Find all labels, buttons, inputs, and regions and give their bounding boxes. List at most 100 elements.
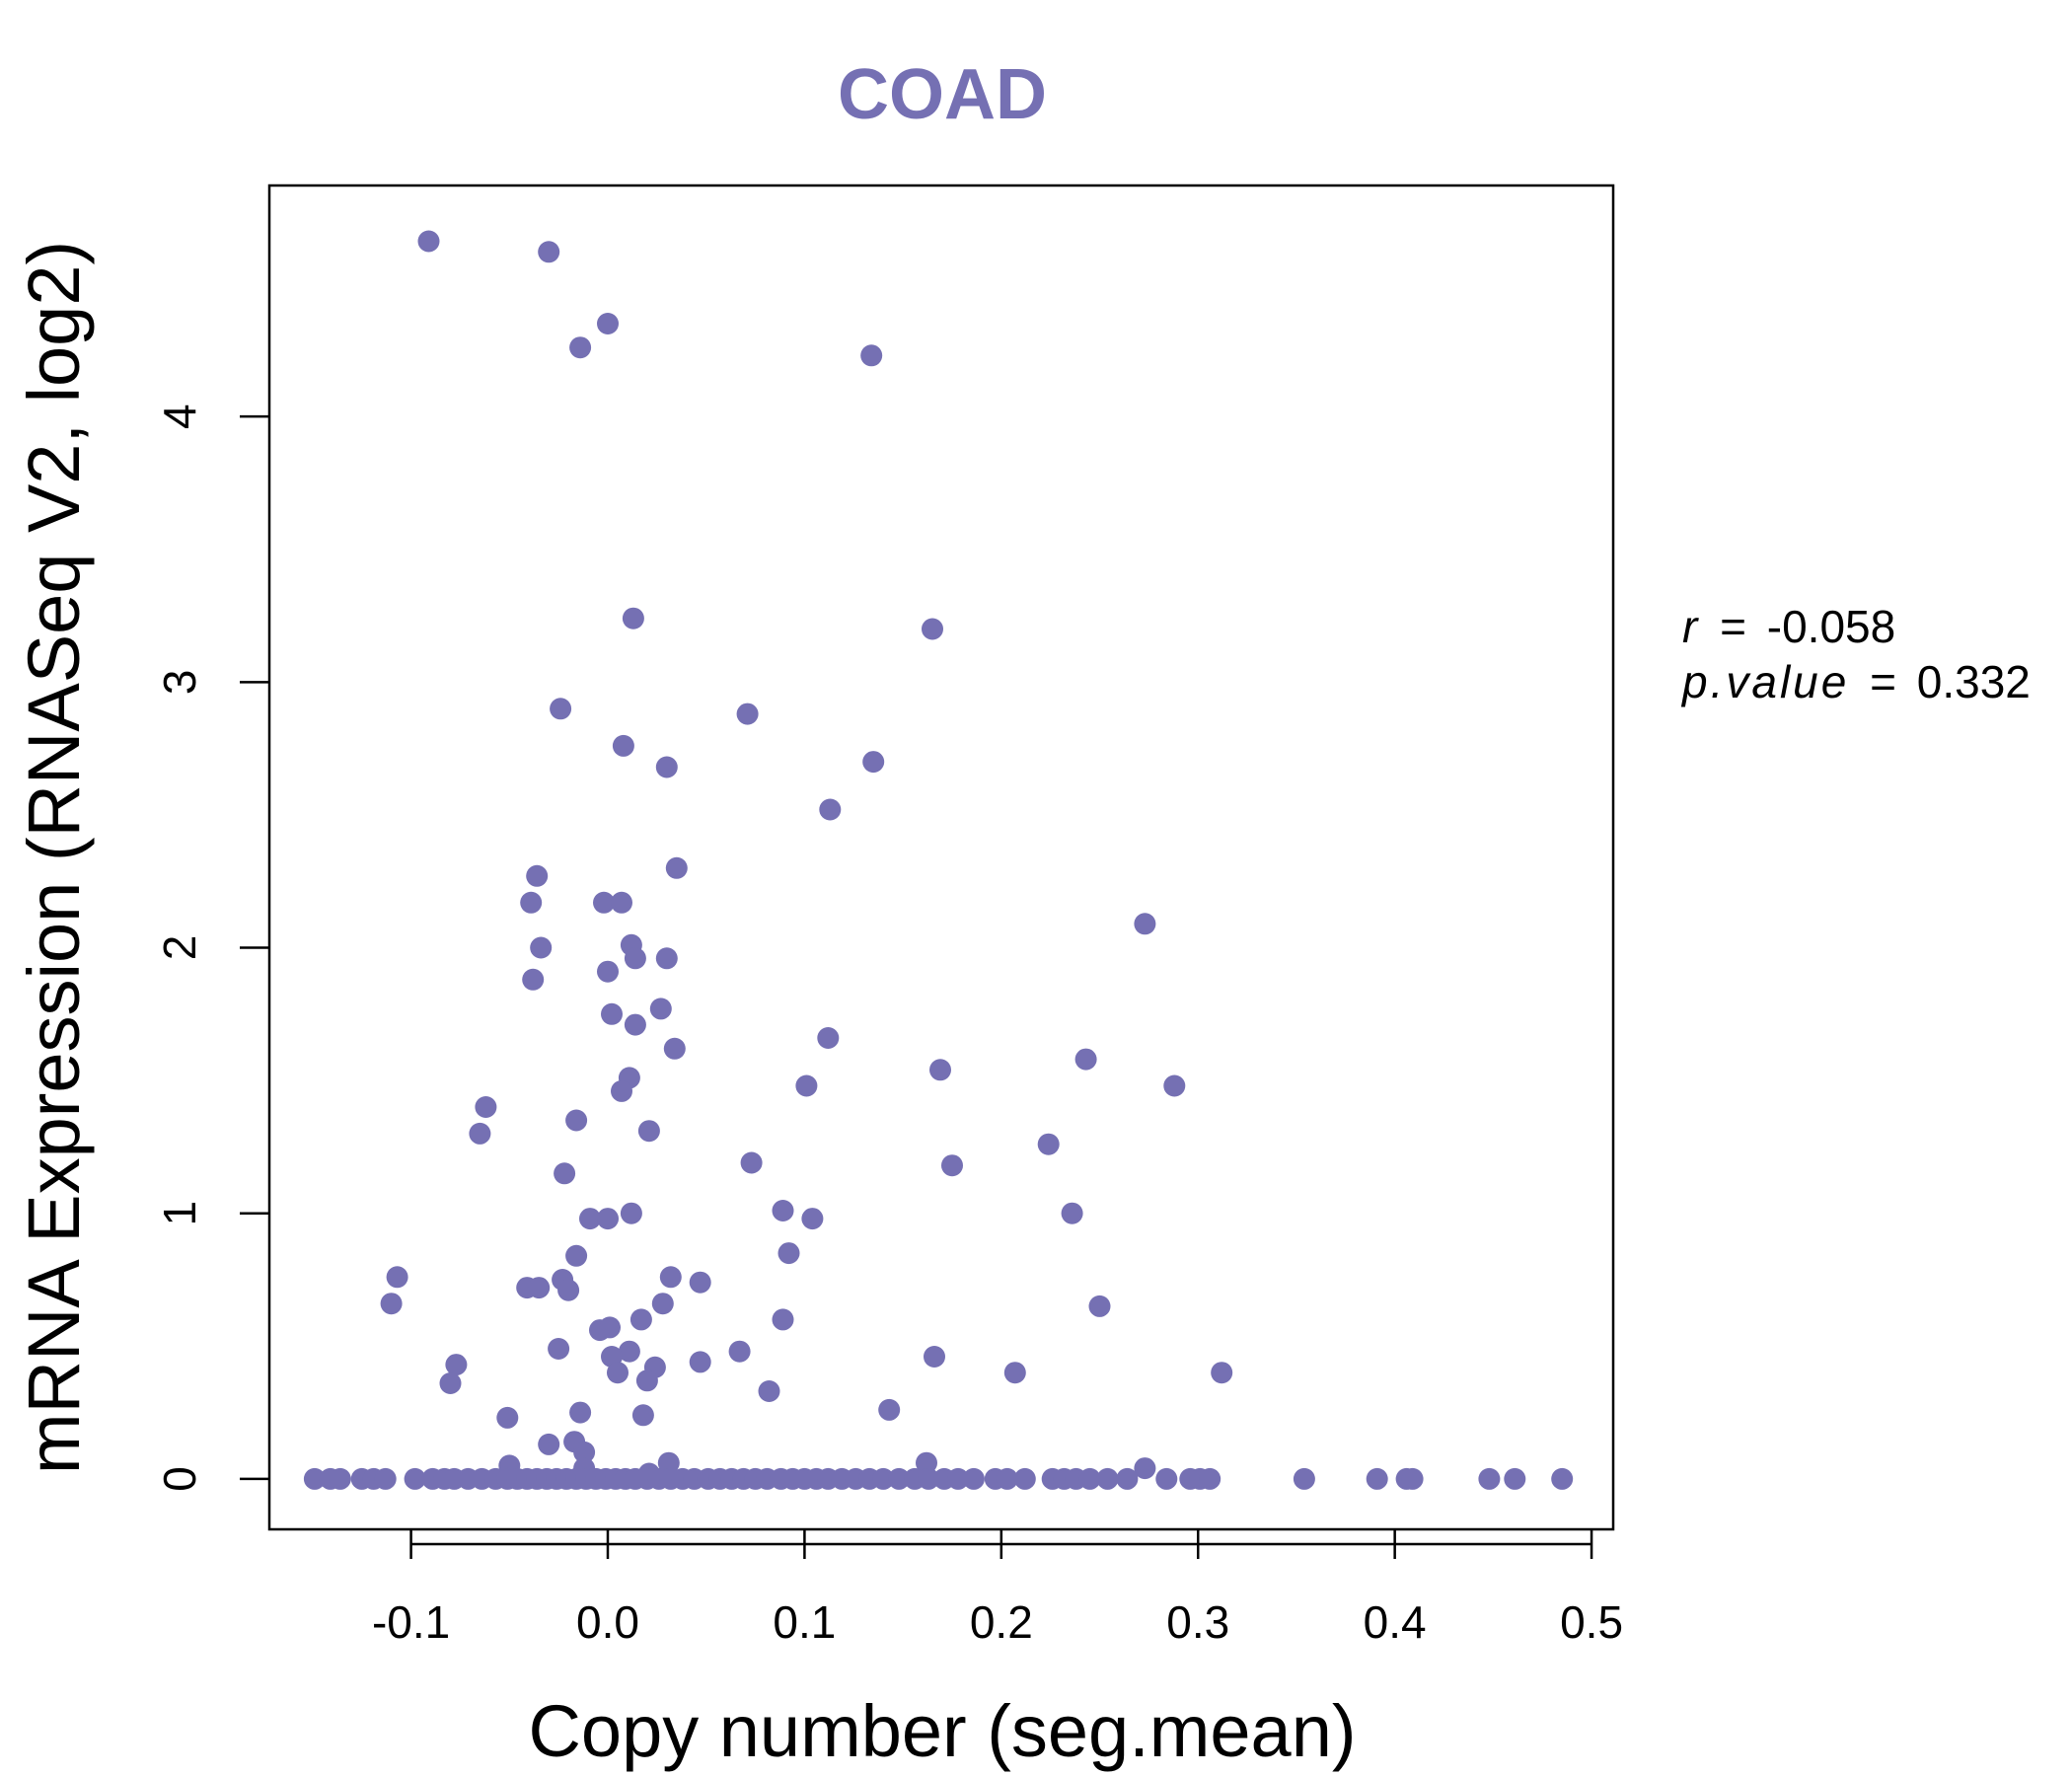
- data-point: [1074, 1048, 1097, 1071]
- data-point: [629, 1308, 652, 1331]
- data-point: [404, 1467, 426, 1490]
- data-point: [1088, 1295, 1111, 1317]
- r-value: -0.058: [1767, 601, 1895, 652]
- r-label: r: [1682, 601, 1699, 652]
- data-point: [817, 1027, 840, 1049]
- data-point: [929, 1059, 951, 1081]
- data-point: [1504, 1467, 1526, 1490]
- data-point: [657, 1451, 680, 1474]
- data-point: [878, 1398, 901, 1421]
- data-point: [663, 1037, 686, 1060]
- data-point: [772, 1308, 794, 1331]
- y-tick-label: 0: [154, 1466, 205, 1492]
- data-point: [1163, 1074, 1186, 1097]
- data-point: [795, 1074, 818, 1097]
- data-point: [569, 1401, 592, 1424]
- data-point: [528, 1277, 551, 1299]
- data-point: [522, 968, 545, 991]
- data-point: [469, 1122, 491, 1145]
- data-point: [445, 1354, 468, 1376]
- data-point: [651, 1293, 674, 1315]
- r-eq: =: [1720, 601, 1746, 652]
- y-tick-label: 4: [154, 404, 205, 429]
- data-point: [530, 936, 553, 959]
- data-point: [635, 1369, 658, 1392]
- data-point: [689, 1351, 711, 1373]
- x-tick-label: 0.4: [1364, 1596, 1427, 1648]
- data-point: [941, 1154, 963, 1177]
- data-point: [538, 1433, 560, 1455]
- correlation-stat: r = -0.058: [1682, 601, 1895, 652]
- data-point: [659, 1266, 682, 1289]
- data-point: [386, 1266, 408, 1289]
- pvalue-stat: p.value = 0.332: [1680, 656, 2031, 707]
- data-point: [1366, 1467, 1388, 1490]
- data-point: [819, 798, 842, 821]
- data-point: [538, 241, 560, 263]
- data-point: [665, 856, 688, 879]
- data-point: [579, 1208, 601, 1230]
- data-point: [1293, 1467, 1315, 1490]
- data-point: [1199, 1467, 1221, 1490]
- data-point: [637, 1120, 660, 1143]
- data-point: [924, 1346, 945, 1368]
- data-point: [607, 1362, 629, 1384]
- data-point: [631, 1404, 654, 1427]
- chart-title: COAD: [838, 55, 1047, 134]
- data-point: [922, 618, 943, 640]
- data-point: [1061, 1202, 1083, 1224]
- data-point: [569, 336, 592, 359]
- data-point: [996, 1467, 1018, 1490]
- data-point: [624, 1013, 646, 1036]
- data-point: [801, 1208, 824, 1230]
- data-point: [624, 947, 646, 970]
- x-axis: -0.1 0.0 0.1 0.2 0.3 0.4 0.5: [372, 1529, 1623, 1648]
- data-point: [618, 1340, 640, 1363]
- x-tick-label: 0.3: [1166, 1596, 1229, 1648]
- data-point: [565, 1109, 588, 1132]
- data-point: [1401, 1467, 1424, 1490]
- data-point: [548, 1338, 570, 1360]
- data-point: [1155, 1467, 1178, 1490]
- data-point: [1134, 1457, 1156, 1480]
- data-point: [303, 1467, 326, 1490]
- data-point: [439, 1372, 462, 1394]
- data-point: [916, 1451, 937, 1474]
- data-point: [1211, 1362, 1233, 1384]
- data-point: [758, 1380, 780, 1402]
- data-point: [888, 1467, 911, 1490]
- data-point: [649, 998, 672, 1020]
- data-point: [772, 1200, 794, 1221]
- y-axis: 0 1 2 3 4: [154, 404, 269, 1492]
- data-point: [860, 344, 883, 367]
- data-point: [862, 751, 885, 774]
- y-tick-label: 1: [154, 1201, 205, 1226]
- data-point: [417, 230, 440, 253]
- data-point: [1096, 1467, 1119, 1490]
- data-point: [380, 1293, 403, 1315]
- data-point: [1478, 1467, 1501, 1490]
- x-tick-label: 0.0: [576, 1596, 639, 1648]
- data-point: [565, 1244, 588, 1267]
- data-point: [655, 947, 678, 970]
- x-tick-label: 0.1: [773, 1596, 836, 1648]
- data-point: [611, 891, 632, 914]
- data-point: [1037, 1133, 1060, 1155]
- x-tick-label: 0.5: [1560, 1596, 1623, 1648]
- data-points: [303, 230, 1574, 1490]
- data-point: [597, 313, 619, 334]
- x-axis-label: Copy number (seg.mean): [528, 1690, 1356, 1772]
- data-point: [655, 756, 678, 778]
- p-value: 0.332: [1917, 656, 2031, 707]
- data-point: [374, 1467, 397, 1490]
- data-point: [1551, 1467, 1574, 1490]
- data-point: [1116, 1467, 1139, 1490]
- data-point: [597, 1208, 619, 1230]
- data-point: [872, 1467, 895, 1490]
- data-point: [573, 1441, 596, 1463]
- p-eq: =: [1870, 656, 1896, 707]
- data-point: [599, 1316, 621, 1339]
- data-point: [1003, 1362, 1026, 1384]
- y-tick-label: 2: [154, 935, 205, 961]
